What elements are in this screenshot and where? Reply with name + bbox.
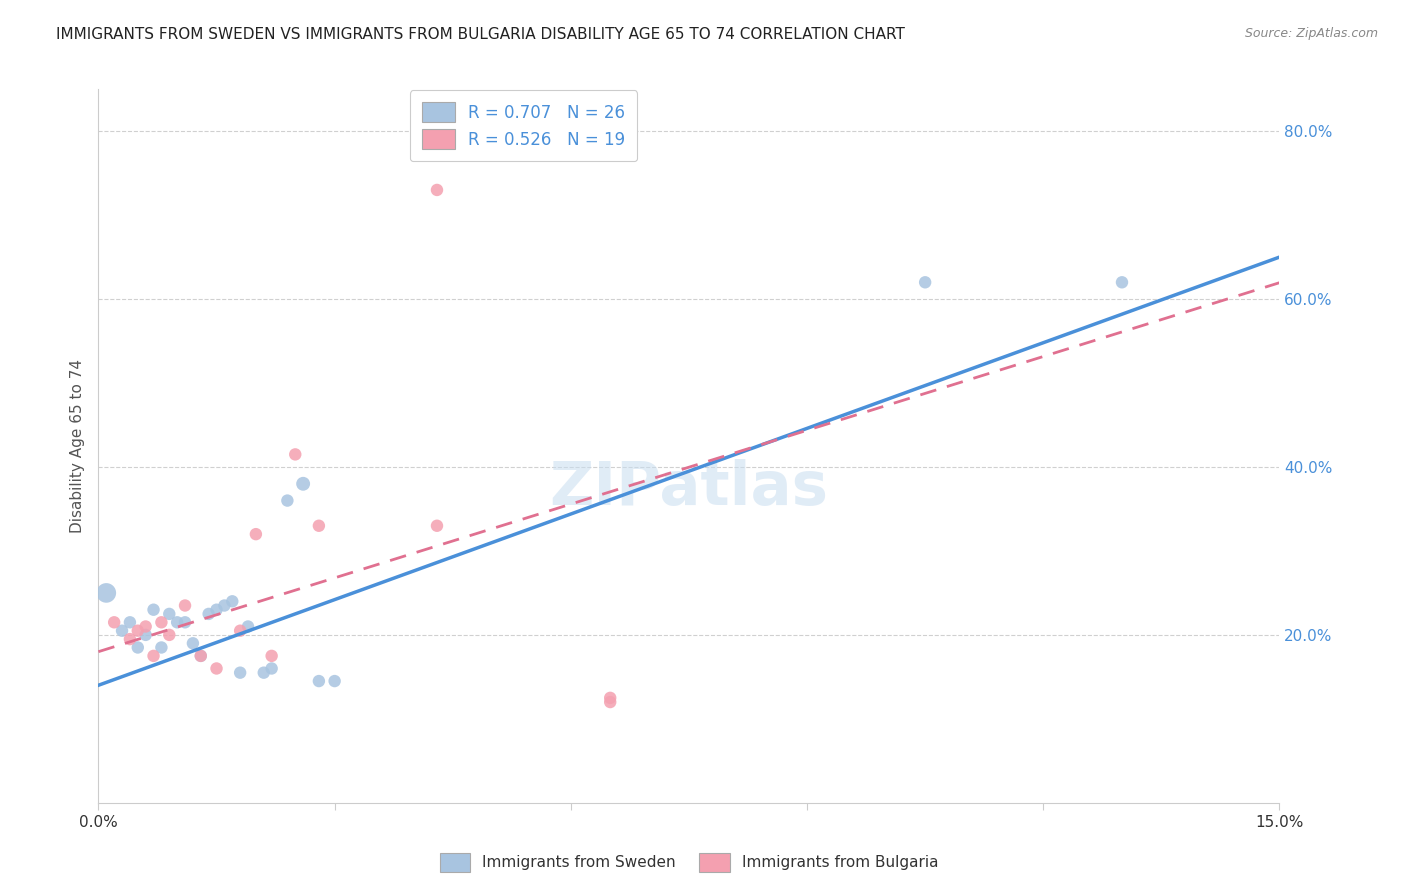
Point bbox=[142, 648, 165, 663]
Text: IMMIGRANTS FROM SWEDEN VS IMMIGRANTS FROM BULGARIA DISABILITY AGE 65 TO 74 CORRE: IMMIGRANTS FROM SWEDEN VS IMMIGRANTS FRO… bbox=[56, 27, 905, 42]
Point bbox=[426, 183, 449, 197]
Point bbox=[323, 674, 346, 689]
Point bbox=[205, 603, 228, 617]
Point bbox=[127, 624, 149, 638]
Point bbox=[221, 594, 243, 608]
Point bbox=[253, 665, 276, 680]
Point bbox=[135, 619, 157, 633]
Point bbox=[914, 275, 936, 289]
Point bbox=[166, 615, 188, 630]
Y-axis label: Disability Age 65 to 74: Disability Age 65 to 74 bbox=[69, 359, 84, 533]
Point bbox=[308, 674, 330, 689]
Point bbox=[599, 695, 621, 709]
Point bbox=[308, 518, 330, 533]
Point bbox=[197, 607, 219, 621]
Point bbox=[118, 632, 141, 646]
Point bbox=[174, 615, 197, 630]
Legend: Immigrants from Sweden, Immigrants from Bulgaria: Immigrants from Sweden, Immigrants from … bbox=[430, 844, 948, 880]
Point bbox=[135, 628, 157, 642]
Point bbox=[599, 690, 621, 705]
Text: Source: ZipAtlas.com: Source: ZipAtlas.com bbox=[1244, 27, 1378, 40]
Text: ZIPatlas: ZIPatlas bbox=[550, 459, 828, 518]
Point bbox=[118, 615, 141, 630]
Point bbox=[205, 661, 228, 675]
Point bbox=[214, 599, 236, 613]
Point bbox=[174, 599, 197, 613]
Point bbox=[142, 603, 165, 617]
Point bbox=[426, 518, 449, 533]
Point bbox=[127, 640, 149, 655]
Point bbox=[276, 493, 298, 508]
Point bbox=[157, 628, 180, 642]
Point bbox=[190, 648, 212, 663]
Point bbox=[1111, 275, 1133, 289]
Point bbox=[181, 636, 204, 650]
Point bbox=[284, 447, 307, 461]
Point bbox=[236, 619, 259, 633]
Point bbox=[229, 665, 252, 680]
Point bbox=[229, 624, 252, 638]
Point bbox=[260, 661, 283, 675]
Point bbox=[260, 648, 283, 663]
Point bbox=[157, 607, 180, 621]
Point bbox=[190, 648, 212, 663]
Point bbox=[245, 527, 267, 541]
Point bbox=[292, 476, 315, 491]
Point bbox=[150, 640, 173, 655]
Point bbox=[111, 624, 134, 638]
Point bbox=[96, 586, 118, 600]
Point bbox=[150, 615, 173, 630]
Point bbox=[103, 615, 125, 630]
